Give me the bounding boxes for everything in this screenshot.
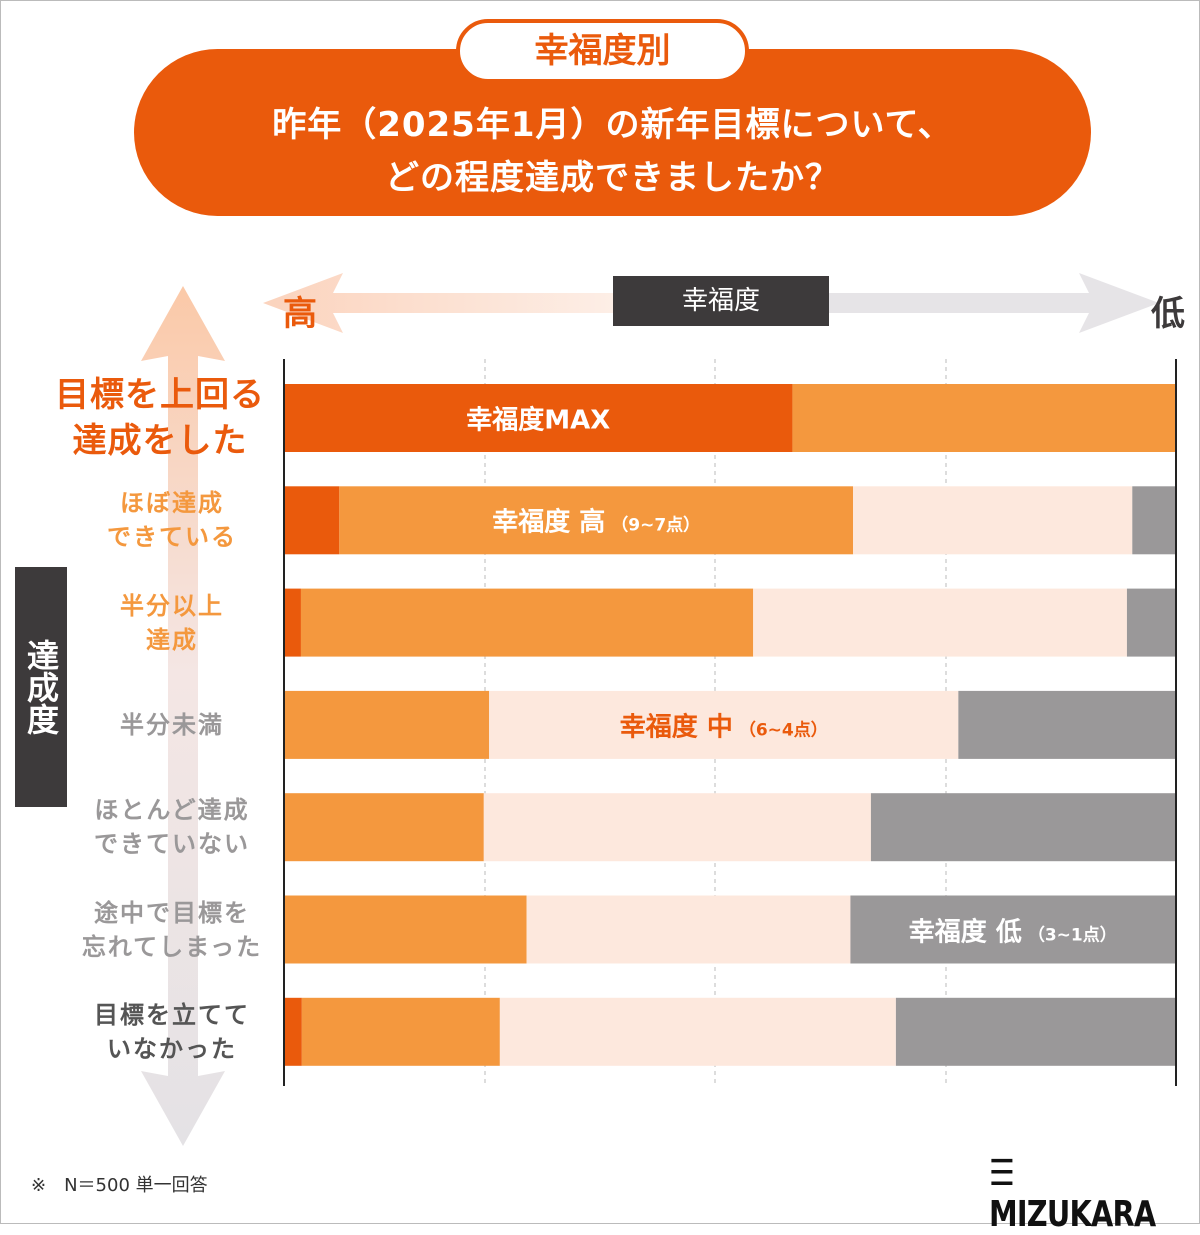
bar-segment-幸福度低 [870,793,1176,862]
bar-segment-幸福度中 [483,793,871,862]
row-label-line: できている [107,523,237,552]
row-label: 目標を立てて いなかった [41,998,303,1066]
bar-segment-幸福度高 [339,486,854,555]
row-label-line: 達成をした [72,421,248,461]
row-label-line: いなかった [107,1034,237,1063]
row-label: 半分以上 達成 [41,589,303,657]
row-label-line: ほぼ達成 [120,489,224,518]
segment-label-1: 幸福度 高（9~7点） [492,502,700,539]
segment-label-2: 幸福度 中（6~4点） [620,706,828,743]
bar-segment-幸福度高 [300,588,754,657]
bar-segment-幸福度低 [895,997,1176,1066]
bar-segment-幸福度高 [284,793,484,862]
bar-segment-幸福度高 [284,690,490,759]
brand-logo: ☰ MIZUKARA [989,1153,1156,1235]
segment-label-text: 幸福度 中 [619,712,733,743]
row-label: ほとんど達成 できていない [41,793,303,861]
row-label: 半分未満 [41,708,303,742]
row-label: 目標を上回る 達成をした [29,372,291,464]
y-axis-label: 達成度 [15,567,67,807]
x-low-label: 低 [1151,294,1185,334]
bar-segment-幸福度MAX [284,997,302,1066]
row-label: ほぼ達成 できている [41,486,303,554]
x-axis-label: 幸福度 [613,276,829,326]
segment-label-text: 幸福度 低 [908,917,1022,947]
bar-segment-幸福度中 [853,486,1133,555]
row-label-line: 半分以上 [120,591,224,620]
row-label-line: 目標を上回る [55,375,265,415]
arrow-left-icon [263,273,613,333]
segment-label-text: 幸福度MAX [466,405,611,436]
x-high-label: 高 [283,294,317,334]
bar-segment-幸福度中 [489,690,959,759]
segment-label-range: （9~7点） [611,515,701,536]
segment-label-3: 幸福度 低（3~1点） [909,911,1117,948]
bar-segment-幸福度中 [499,997,896,1066]
row-label-line: 達成 [146,625,198,654]
row-label-line: ほとんど達成 [94,796,250,825]
bar-segment-幸福度高 [284,895,527,964]
bar-segment-幸福度中 [753,588,1127,657]
footnote: ※ N＝500 単一回答 [31,1175,208,1196]
segment-label-range: （3~1点） [1027,925,1117,945]
arrow-vertical-icon [141,286,225,1146]
bar-segment-幸福度低 [958,690,1176,759]
row-label-line: できていない [94,830,250,859]
bar-segment-幸福度低 [1126,588,1176,657]
bar-segment-幸福度MAX [284,588,301,657]
row-label: 途中で目標を 忘れてしまった [41,896,303,964]
bar-segment-幸福度低 [850,895,1176,964]
arrow-right-icon [829,273,1159,333]
bar-segment-幸福度中 [526,895,851,964]
row-label-line: 忘れてしまった [81,932,263,961]
title-line-2: どの程度達成できましたか？ [385,158,840,198]
segment-label-range: （6~4点） [738,720,828,741]
row-label-line: 半分未満 [120,710,224,739]
row-label-line: 途中で目標を [94,898,250,927]
row-label-line: 目標を立てて [94,1000,250,1029]
bar-segment-幸福度低 [1132,486,1176,555]
bar-segment-幸福度MAX [284,384,793,452]
bar-segment-幸福度高 [792,384,1176,452]
bar-segment-幸福度高 [301,997,500,1066]
category-tab: 幸福度別 [456,19,749,83]
title-line-1: 昨年（2025年1月）の新年目標について、 [272,105,953,145]
bar-segment-幸福度MAX [284,486,340,555]
segment-label-0: 幸福度MAX [466,400,610,437]
segment-label-text: 幸福度 高 [492,507,606,538]
